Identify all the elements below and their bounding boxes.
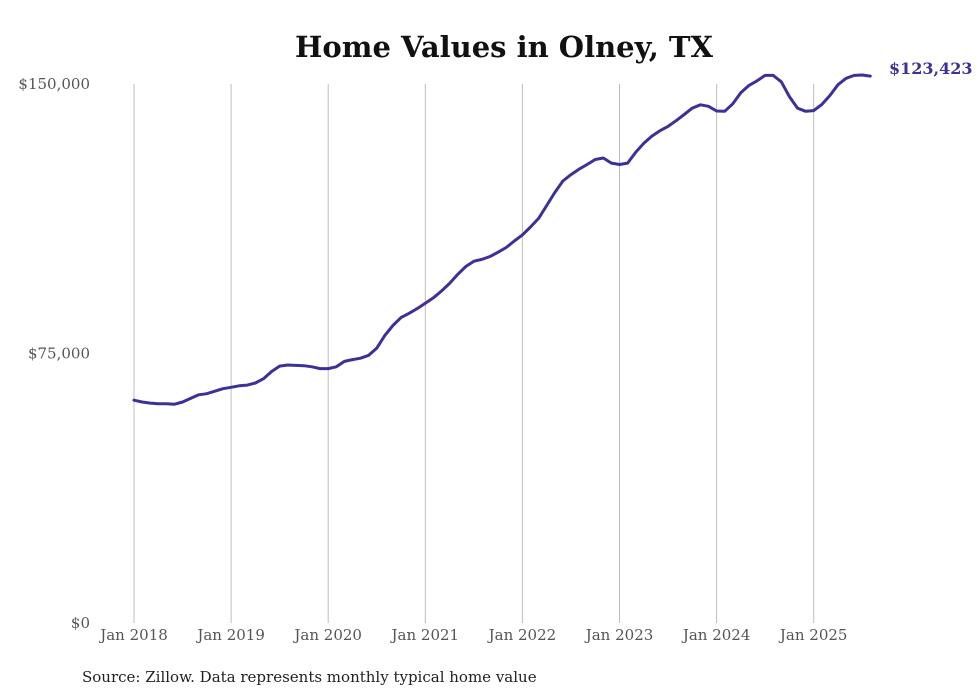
x-tick-label: Jan 2024 (681, 626, 751, 644)
source-note: Source: Zillow. Data represents monthly … (82, 668, 537, 686)
x-tick-label: Jan 2021 (390, 626, 460, 644)
y-tick-label: $0 (71, 614, 90, 632)
x-tick-label: Jan 2019 (195, 626, 265, 644)
x-axis-ticks: Jan 2018 Jan 2019 Jan 2020 Jan 2021 Jan 2022… (98, 626, 847, 644)
vertical-gridlines (133, 84, 815, 623)
x-tick-label: Jan 2020 (292, 626, 362, 644)
x-tick-label: Jan 2023 (584, 626, 654, 644)
end-value-label: $123,423 (889, 59, 973, 78)
x-tick-label: Jan 2018 (98, 626, 168, 644)
home-value-line (132, 73, 872, 406)
chart-title: Home Values in Olney, TX (295, 30, 713, 64)
y-tick-label: $150,000 (18, 75, 90, 93)
y-axis-ticks: $0 $75,000 $150,000 (18, 75, 90, 632)
x-tick-label: Jan 2025 (778, 626, 848, 644)
y-tick-label: $75,000 (28, 345, 90, 363)
x-tick-label: Jan 2022 (487, 626, 557, 644)
